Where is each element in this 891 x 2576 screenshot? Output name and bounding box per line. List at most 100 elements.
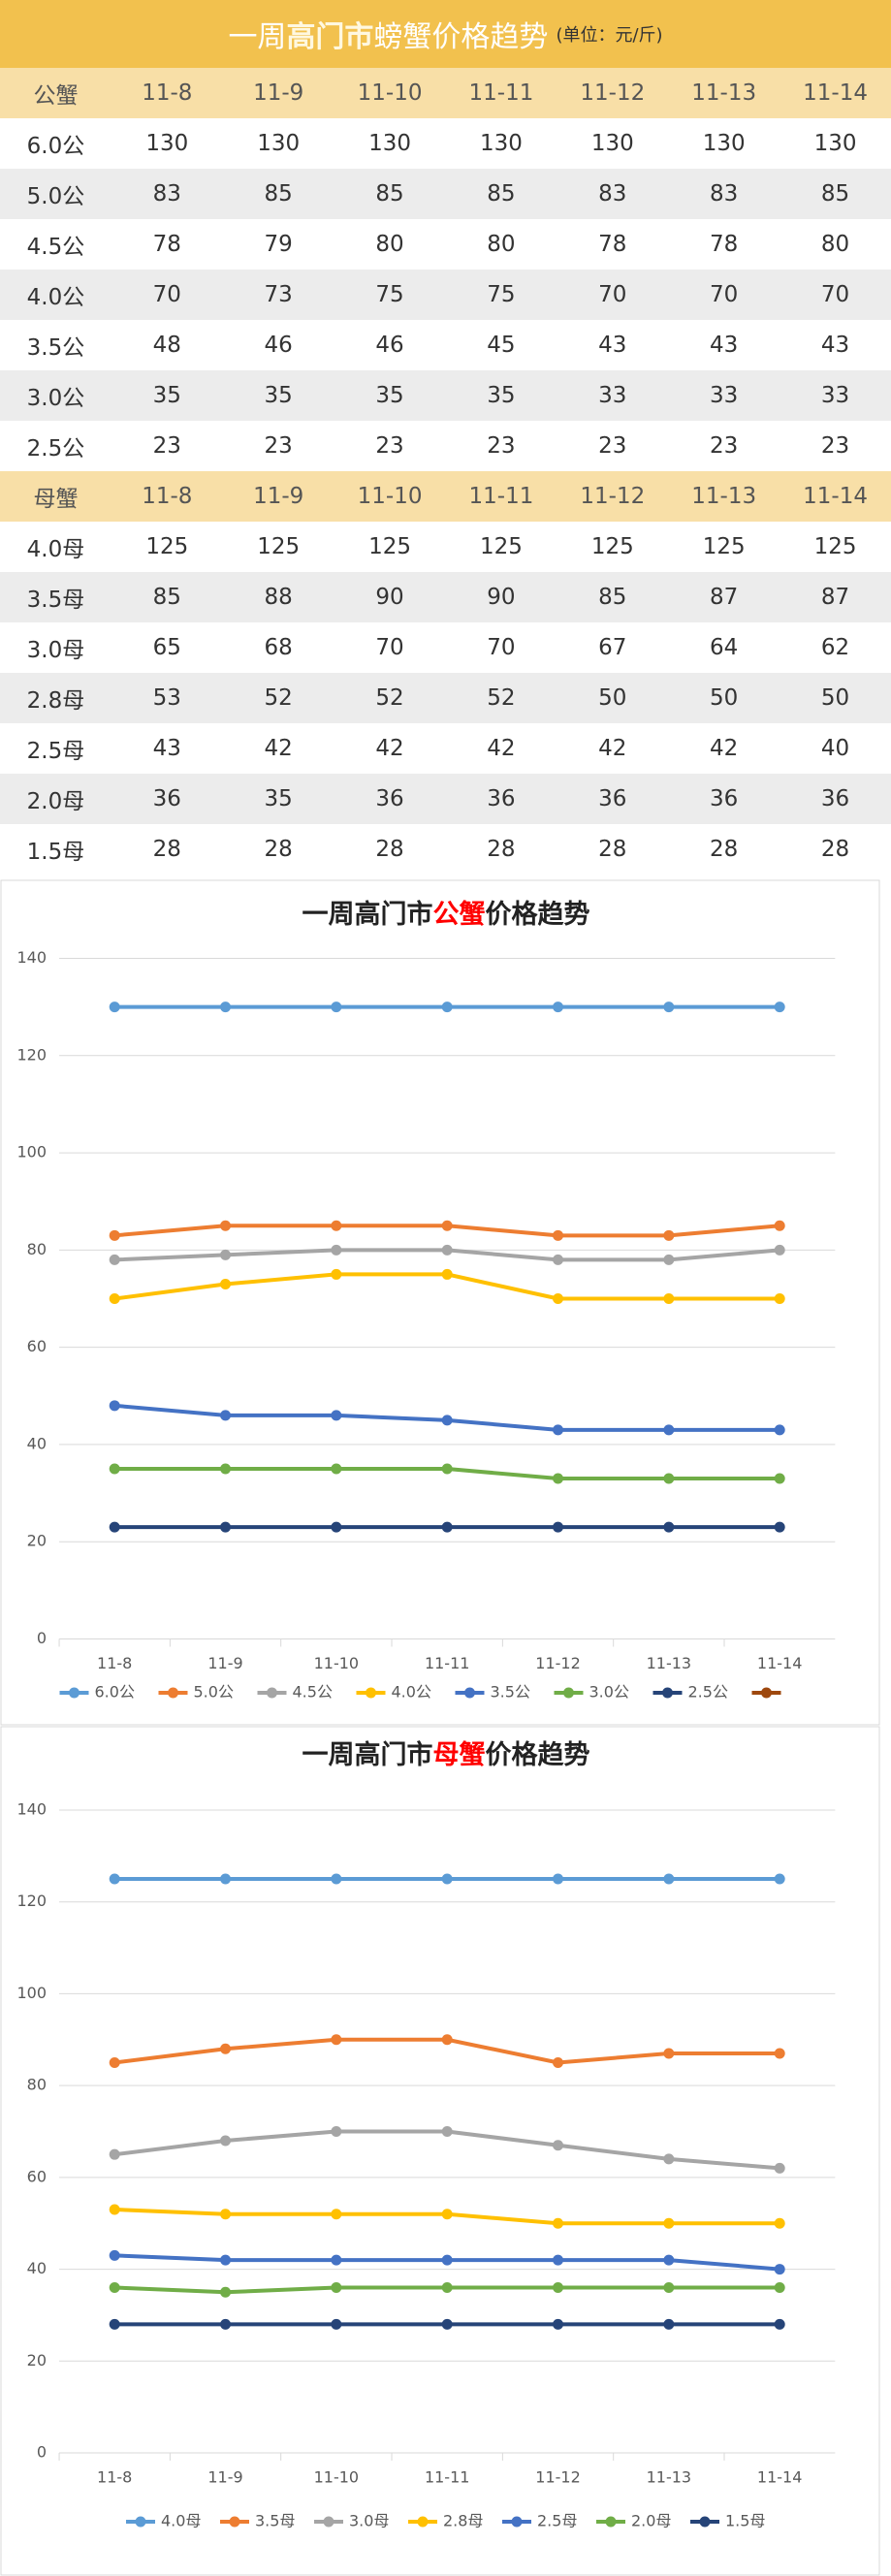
header-cell: 11-14 xyxy=(803,484,868,509)
legend-label: 3.5母 xyxy=(255,2512,295,2530)
header-cell: 11-14 xyxy=(803,80,868,106)
data-point xyxy=(774,2264,785,2275)
table-cell: 75 xyxy=(375,282,404,307)
table-cell: 36 xyxy=(375,786,404,811)
data-point xyxy=(220,1410,232,1421)
y-tick-label: 100 xyxy=(16,1984,47,2002)
legend-label: 2.5母 xyxy=(537,2512,577,2530)
table-cell: 85 xyxy=(264,181,293,207)
table-cell: 85 xyxy=(152,585,181,610)
legend-label: 2.0母 xyxy=(631,2512,671,2530)
data-point xyxy=(774,1424,785,1436)
table-cell: 28 xyxy=(487,837,516,862)
data-point xyxy=(220,2209,232,2220)
data-point xyxy=(553,1873,564,1885)
title-part: 一周 xyxy=(228,20,287,54)
title-part: 高门市 xyxy=(286,20,374,54)
table-cell: 78 xyxy=(152,232,181,257)
table-cell: 28 xyxy=(264,837,293,862)
table-row: 6.0公 130 130 130 130 130 130 130 xyxy=(0,118,891,169)
data-point xyxy=(331,1873,342,1885)
table-cell: 70 xyxy=(820,282,850,307)
data-point xyxy=(663,2282,675,2294)
table-cell: 83 xyxy=(152,181,181,207)
data-point xyxy=(553,2282,564,2294)
table-cell: 130 xyxy=(368,131,412,156)
table-cell: 23 xyxy=(598,433,627,459)
legend-marker xyxy=(417,2516,429,2528)
title-part: 母蟹 xyxy=(433,1740,486,1770)
header-cell: 11-12 xyxy=(580,484,646,509)
header-cell: 11-8 xyxy=(142,484,193,509)
table-cell: 3.5公 xyxy=(26,335,85,361)
header-cell: 11-9 xyxy=(253,484,304,509)
table-row: 2.8母 53 52 52 52 50 50 50 xyxy=(0,673,891,723)
legend-marker xyxy=(605,2516,617,2528)
data-point xyxy=(109,2204,120,2215)
table-cell: 4.0母 xyxy=(26,537,85,562)
data-point xyxy=(441,2209,453,2220)
table-cell: 43 xyxy=(152,736,181,761)
legend-marker xyxy=(761,1687,772,1699)
y-tick-label: 120 xyxy=(16,1045,47,1064)
header-cell: 11-13 xyxy=(691,80,757,106)
legend-label: 5.0公 xyxy=(194,1683,234,1701)
table-cell: 28 xyxy=(710,837,739,862)
table-cell: 90 xyxy=(487,585,516,610)
table-cell: 42 xyxy=(598,736,627,761)
x-tick-label: 11-8 xyxy=(97,2468,132,2487)
data-point xyxy=(663,1521,675,1533)
y-tick-label: 0 xyxy=(37,1629,47,1647)
legend-label: 2.5公 xyxy=(688,1683,728,1701)
data-point xyxy=(109,1254,120,1265)
y-tick-label: 120 xyxy=(16,1892,47,1910)
y-tick-label: 140 xyxy=(16,948,47,967)
data-point xyxy=(553,2254,564,2266)
table-cell: 2.5公 xyxy=(26,436,85,461)
y-tick-label: 80 xyxy=(27,1240,47,1258)
table-cell: 80 xyxy=(375,232,404,257)
title-part: 一周高门市 xyxy=(302,899,433,930)
table-cell: 125 xyxy=(813,534,857,559)
table-cell: 65 xyxy=(152,635,181,660)
table-cell: 23 xyxy=(487,433,516,459)
title-part: 价格趋势 xyxy=(486,900,590,930)
header-cell: 母蟹 xyxy=(33,487,79,512)
legend-label: 4.5公 xyxy=(293,1683,333,1701)
data-point xyxy=(331,2254,342,2266)
title-part: 螃蟹价格趋势 xyxy=(373,20,549,54)
table-cell: 23 xyxy=(710,433,739,459)
data-point xyxy=(553,1254,564,1265)
data-point xyxy=(774,1473,785,1484)
legend-marker xyxy=(323,2516,334,2528)
y-tick-label: 0 xyxy=(37,2443,47,2462)
table-cell: 83 xyxy=(598,181,627,207)
y-tick-label: 60 xyxy=(27,2167,47,2185)
data-point xyxy=(441,1415,453,1426)
data-point xyxy=(441,2126,453,2137)
data-point xyxy=(220,1002,232,1013)
table-cell: 70 xyxy=(487,635,516,660)
data-point xyxy=(441,1244,453,1256)
table-cell: 36 xyxy=(598,786,627,811)
data-point xyxy=(331,1220,342,1231)
legend-label: 4.0公 xyxy=(392,1683,431,1701)
data-point xyxy=(331,1521,342,1533)
table-cell: 70 xyxy=(710,282,739,307)
table-cell: 35 xyxy=(152,383,181,408)
table-cell: 45 xyxy=(487,333,516,358)
table-cell: 50 xyxy=(710,685,739,711)
table-cell: 1.5母 xyxy=(26,840,85,865)
table-row: 3.0公 35 35 35 35 33 33 33 xyxy=(0,370,891,421)
x-tick-label: 11-9 xyxy=(207,1654,242,1672)
table-cell: 52 xyxy=(375,685,404,711)
table-cell: 67 xyxy=(598,635,627,660)
data-point xyxy=(441,1220,453,1231)
data-point xyxy=(774,2217,785,2229)
chart-frame xyxy=(0,879,880,1726)
table-cell: 85 xyxy=(598,585,627,610)
data-point xyxy=(553,1521,564,1533)
data-point xyxy=(220,1463,232,1475)
